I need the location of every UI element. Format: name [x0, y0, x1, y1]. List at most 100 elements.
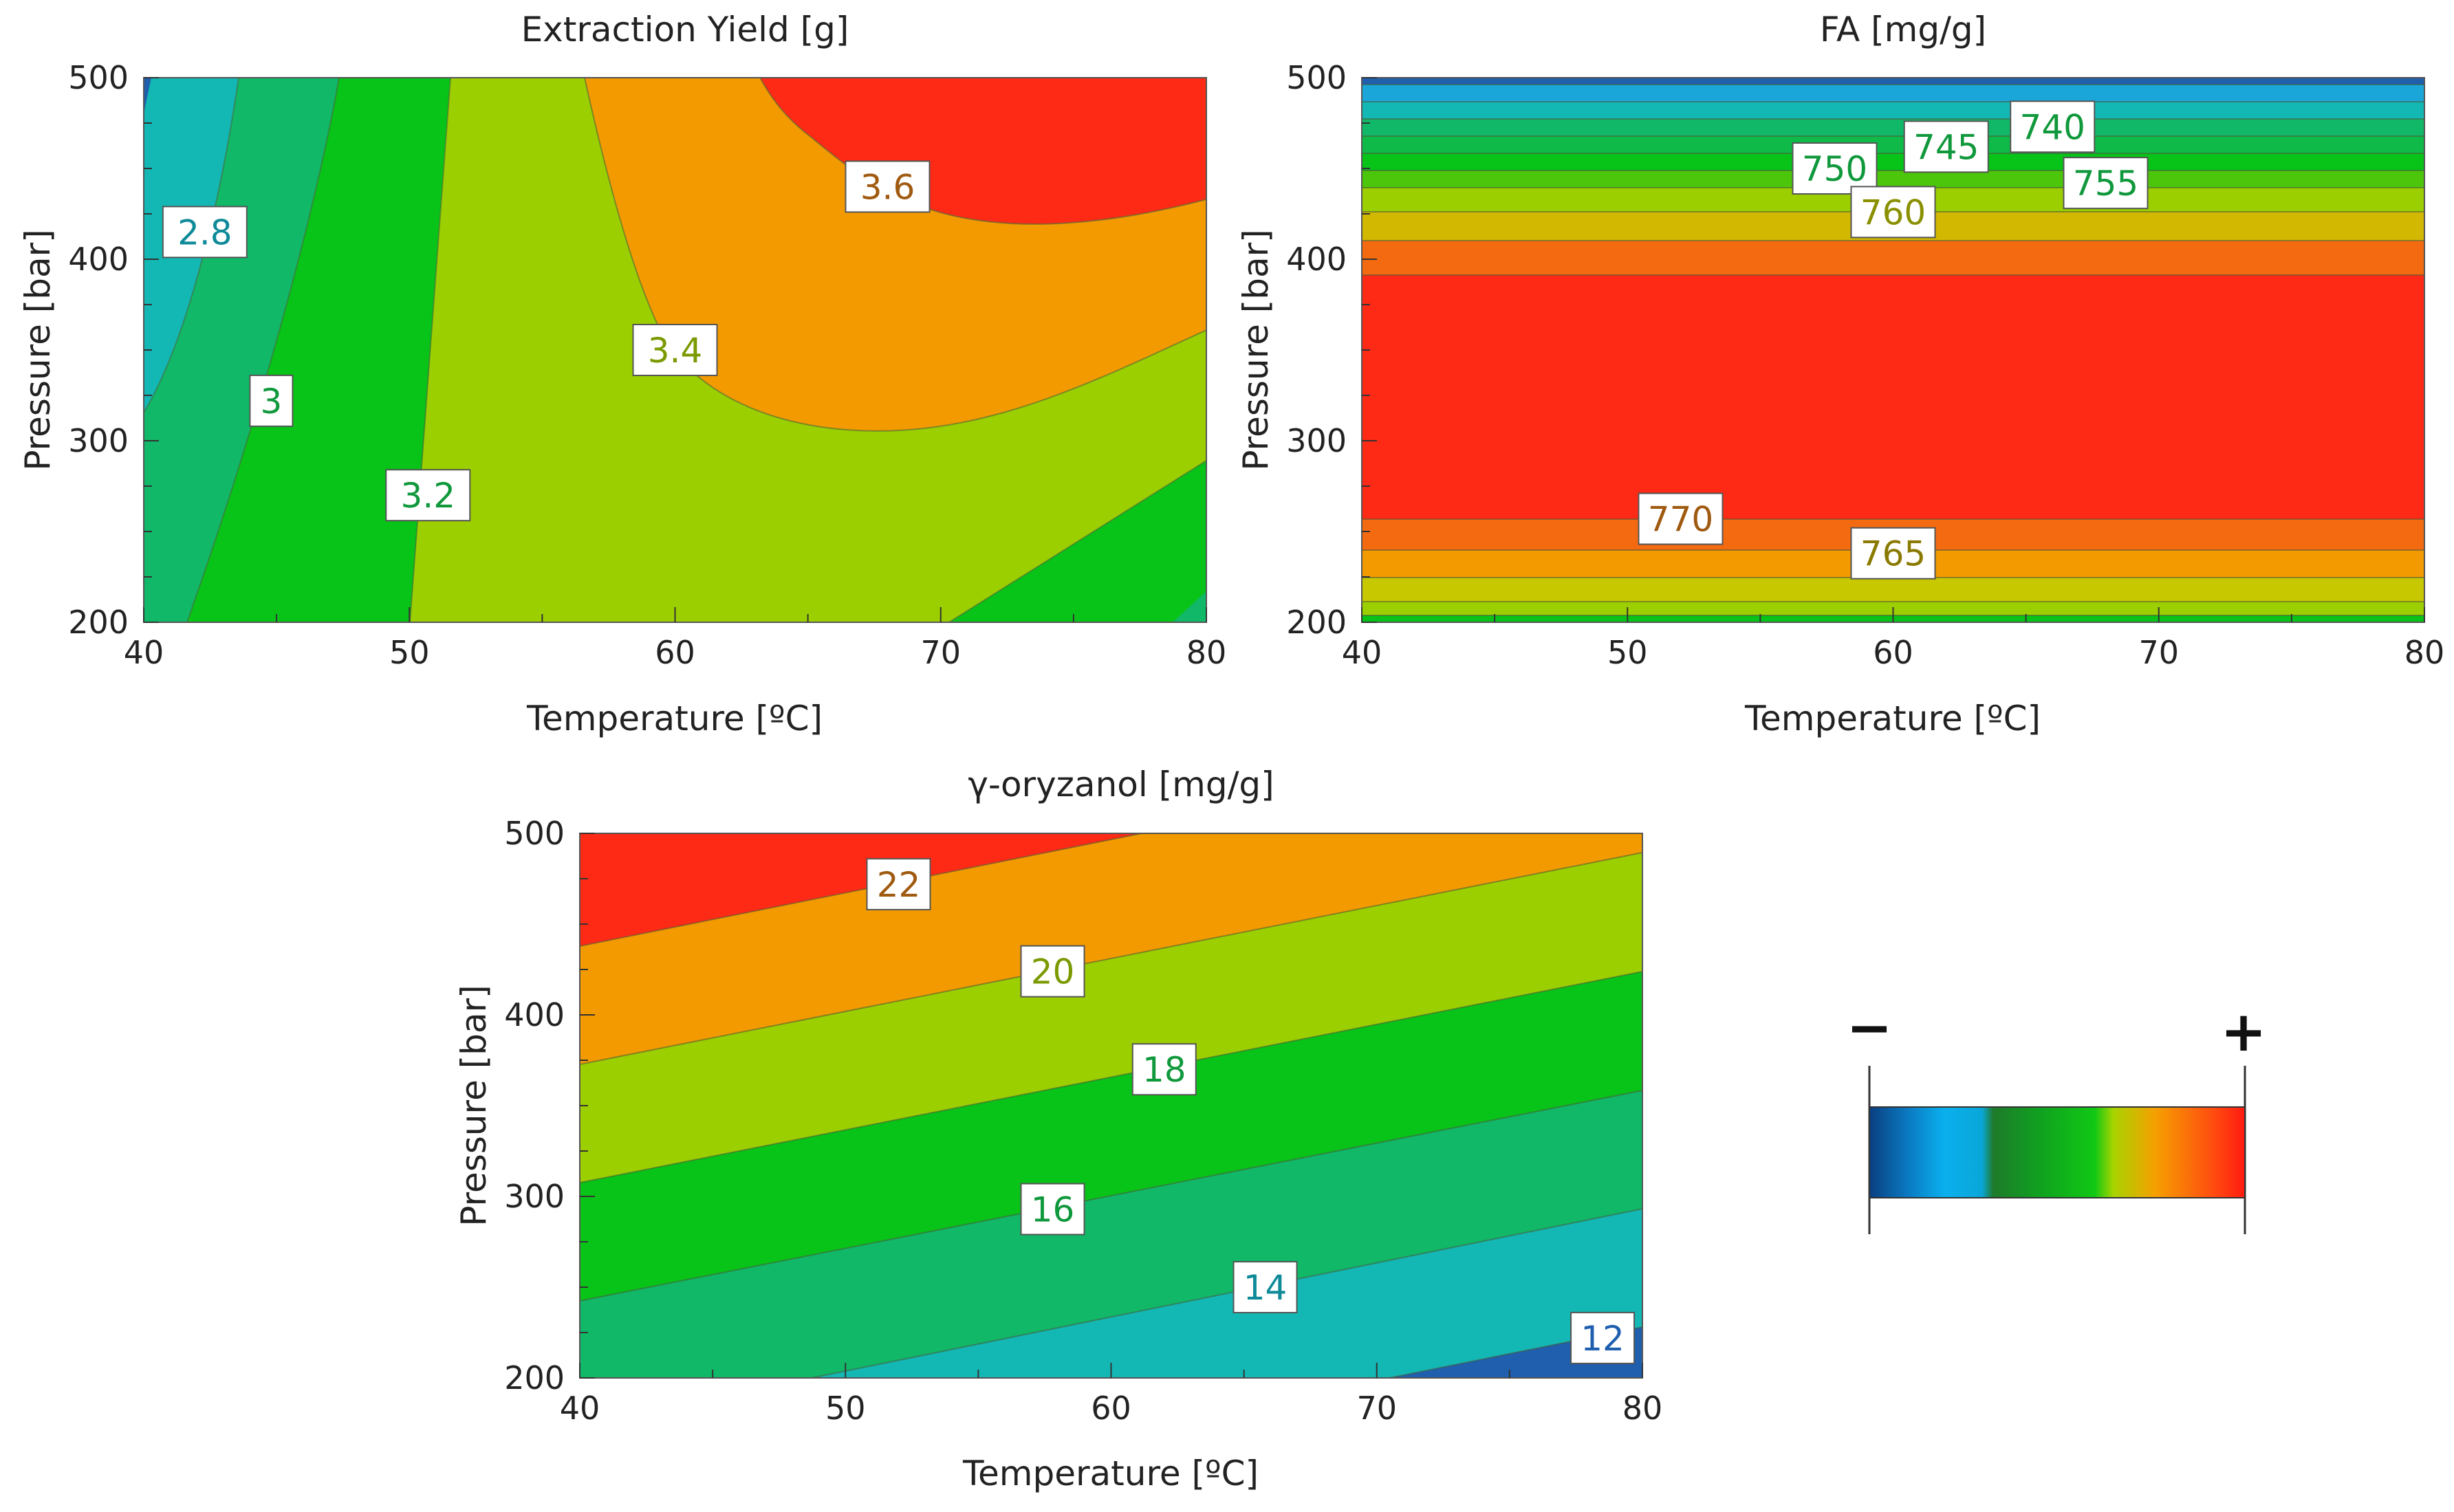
- yield-contour-label-box: [385, 469, 471, 522]
- yield-contour-label-text: 3.2: [401, 476, 456, 516]
- fa-contour-label-box: [1903, 120, 1989, 173]
- yield-contour-label-box: [162, 206, 248, 259]
- oryzanol-axis-ticks: 40 50 60 70 80 200 300 400 500: [504, 815, 1662, 1427]
- yield-y-axis-label: Pressure [bar]: [18, 229, 58, 470]
- colorbar: − +: [1846, 996, 2267, 1234]
- oryzanol-contour-label-text: 22: [877, 865, 921, 905]
- fa-contour-label-text: 745: [1913, 127, 1979, 167]
- yield-contour-label-text: 3: [260, 382, 282, 421]
- oryzanol-y-tick-label: 300: [504, 1178, 565, 1215]
- fa-panel: FA [mg/g]: [1236, 10, 2444, 738]
- yield-contour-label-text: 3.6: [860, 167, 915, 207]
- fa-contour-label-text: 765: [1860, 534, 1926, 574]
- oryzanol-contour-label: 12: [1570, 1311, 1636, 1364]
- oryzanol-contour-label: 18: [1131, 1043, 1197, 1096]
- fa-band-5: [1362, 136, 2424, 153]
- fa-contour-labels: 740 745 750 755 760 770 765: [1638, 100, 2149, 580]
- yield-title: Extraction Yield [g]: [521, 10, 849, 50]
- oryzanol-y-tick-label: 500: [504, 815, 565, 852]
- oryzanol-contour-label-text: 14: [1244, 1268, 1288, 1308]
- yield-region-red: [760, 78, 1206, 224]
- fa-band-2: [1362, 85, 2424, 102]
- yield-y-tick-label: 400: [68, 241, 129, 278]
- oryzanol-x-tick-label: 50: [825, 1390, 866, 1427]
- fa-contour-label: 770: [1638, 492, 1724, 545]
- yield-contour-label: 3.6: [845, 160, 931, 213]
- oryzanol-contour-label-text: 18: [1142, 1050, 1186, 1090]
- oryzanol-y-tick-label: 400: [504, 996, 565, 1033]
- yield-axis-ticks: 40 50 60 70 80 200 300 400 500: [68, 59, 1226, 671]
- fa-contour-label-box: [2010, 100, 2096, 153]
- fa-band-14: [1362, 578, 2424, 602]
- oryzanol-panel: γ-oryzanol [mg/g] 40 50 60 70 80 200 300 400 500…: [454, 765, 1662, 1493]
- fa-axis-ticks: 40 50 60 70 80 200 300 400 500: [1286, 59, 2444, 671]
- yield-x-tick-label: 60: [655, 634, 695, 671]
- yield-contour-label: 3.2: [385, 469, 471, 522]
- oryzanol-contour-label-text: 16: [1031, 1190, 1075, 1229]
- oryzanol-contour-lines: [580, 833, 1642, 1378]
- oryzanol-title: γ-oryzanol [mg/g]: [968, 765, 1274, 804]
- fa-y-tick-label: 200: [1286, 604, 1347, 641]
- fa-title: FA [mg/g]: [1820, 10, 1986, 50]
- yield-x-tick-label: 80: [1186, 634, 1227, 671]
- yield-contour-labels: 2.8 3 3.2 3.4 3.6: [162, 160, 931, 522]
- yield-contour-label: 3.4: [632, 324, 718, 376]
- fa-contour-label-text: 750: [1802, 149, 1867, 189]
- yield-contour-label-text: 2.8: [177, 212, 232, 252]
- yield-panel: Extraction Yield [g] 40 50 60 70 80 200 300 400…: [18, 10, 1226, 738]
- oryzanol-x-axis-label: Temperature [ºC]: [962, 1454, 1259, 1493]
- oryzanol-contour-label-box: [1570, 1311, 1636, 1364]
- fa-contour-label: 740: [2010, 100, 2096, 153]
- oryzanol-contour-label: 14: [1233, 1261, 1298, 1313]
- yield-contour-label-box: [249, 374, 294, 427]
- yield-x-axis-label: Temperature [ºC]: [526, 699, 823, 738]
- oryzanol-y-axis-label: Pressure [bar]: [454, 985, 494, 1226]
- fa-band-6: [1362, 153, 2424, 171]
- fa-y-axis-label: Pressure [bar]: [1236, 229, 1276, 470]
- fa-y-tick-label: 500: [1286, 59, 1347, 96]
- oryzanol-contour-label-box: [1020, 1183, 1085, 1236]
- yield-x-tick-label: 70: [920, 634, 961, 671]
- oryzanol-contour-label-box: [1233, 1261, 1298, 1313]
- fa-contour-label: 745: [1903, 120, 1989, 173]
- oryzanol-contour-label-text: 12: [1581, 1319, 1625, 1359]
- fa-contour-label-box: [1850, 186, 1936, 239]
- fa-x-axis-label: Temperature [ºC]: [1744, 699, 2041, 738]
- fa-contour-label: 755: [2063, 157, 2149, 210]
- oryzanol-contour-label: 22: [866, 857, 931, 910]
- oryzanol-contour-fill: [580, 833, 1642, 1378]
- fa-band-11: [1362, 275, 2424, 519]
- fa-contour-label: 760: [1850, 186, 1936, 239]
- fa-contour-label-box: [1638, 492, 1724, 545]
- oryzanol-contour-label-box: [1131, 1043, 1197, 1096]
- yield-contour-label: 3: [249, 374, 294, 427]
- fa-x-tick-label: 40: [1342, 634, 1382, 671]
- fa-y-tick-label: 400: [1286, 241, 1347, 278]
- fa-band-4: [1362, 119, 2424, 136]
- fa-x-tick-label: 60: [1873, 634, 1913, 671]
- fa-band-10: [1362, 241, 2424, 275]
- fa-contour-label: 765: [1850, 527, 1936, 580]
- oryzanol-contour-labels: 22 20 18 16 14 12: [866, 857, 1636, 1364]
- oryzanol-x-tick-label: 80: [1622, 1390, 1663, 1427]
- yield-x-tick-label: 50: [389, 634, 430, 671]
- yield-y-tick-label: 200: [68, 604, 129, 641]
- fa-contour-label-box: [2063, 157, 2149, 210]
- oryzanol-contour-label: 20: [1020, 945, 1085, 998]
- fa-x-tick-label: 80: [2404, 634, 2445, 671]
- oryzanol-contour-label-text: 20: [1031, 952, 1075, 992]
- fa-contour-label-box: [1850, 527, 1936, 580]
- fa-contour-label-box: [1792, 142, 1878, 195]
- oryzanol-y-tick-label: 200: [504, 1359, 565, 1396]
- fa-x-tick-label: 50: [1607, 634, 1648, 671]
- fa-band-1: [1362, 78, 2424, 85]
- fa-contour-label-text: 760: [1860, 193, 1926, 232]
- yield-region-teal-corner: [1173, 591, 1206, 622]
- fa-x-tick-label: 70: [2138, 634, 2179, 671]
- fa-contour-label-text: 770: [1648, 500, 1713, 540]
- oryzanol-x-tick-label: 60: [1091, 1390, 1131, 1427]
- colorbar-gradient: [1869, 1106, 2246, 1198]
- oryzanol-x-tick-label: 70: [1356, 1390, 1397, 1427]
- yield-y-tick-label: 500: [68, 59, 129, 96]
